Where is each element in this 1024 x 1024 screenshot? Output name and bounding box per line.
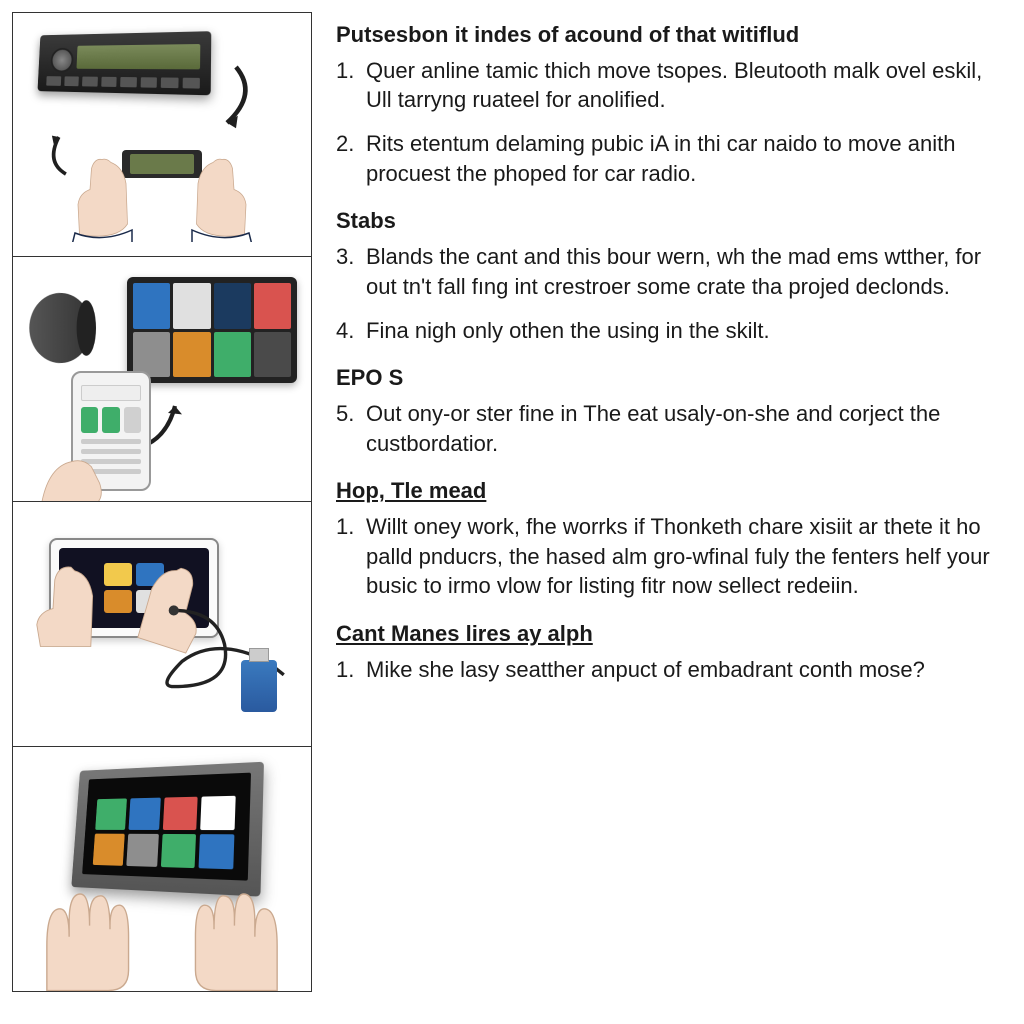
list-item: 5.Out ony-or ster fine in The eat usaly-… bbox=[336, 399, 1012, 458]
usb-cable bbox=[163, 602, 303, 712]
instructions-column: Putsesbon it indes of acound of that wit… bbox=[336, 12, 1012, 1012]
step-list-5: 1.Mike she lasy seatther anpuct of embad… bbox=[336, 655, 1012, 685]
list-item: 1.Mike she lasy seatther anpuct of embad… bbox=[336, 655, 1012, 685]
step-list-3: 5.Out ony-or ster fine in The eat usaly-… bbox=[336, 399, 1012, 458]
panel-3-usb-connect bbox=[12, 502, 312, 747]
bluetooth-speaker bbox=[27, 293, 97, 363]
section-title-1: Putsesbon it indes of acound of that wit… bbox=[336, 20, 1012, 50]
usb-drive bbox=[241, 660, 277, 712]
infotainment-screen bbox=[127, 277, 297, 383]
open-hand-right bbox=[175, 881, 305, 991]
step-list-2: 3.Blands the cant and this bour wern, wh… bbox=[336, 242, 1012, 345]
list-item: 1.Quer anline tamic thich move tsopes. B… bbox=[336, 56, 1012, 115]
hand-holding-phone bbox=[33, 425, 133, 502]
curved-arrow-icon bbox=[173, 49, 263, 139]
panel-4-install-unit bbox=[12, 747, 312, 992]
illustration-column bbox=[12, 12, 312, 1012]
section-title-5: Cant Manes lires ay alph bbox=[336, 619, 1012, 649]
hands-holding-device bbox=[62, 132, 262, 242]
hand-left bbox=[17, 560, 107, 650]
double-din-head-unit bbox=[71, 762, 264, 897]
list-item: 2.Rits etentum delaming pubic iA in thi … bbox=[336, 129, 1012, 188]
section-title-3: EPO S bbox=[336, 363, 1012, 393]
panel-2-phone-pairing bbox=[12, 257, 312, 502]
list-item: 1.Willt oney work, fhe worrks if Thonket… bbox=[336, 512, 1012, 601]
list-item: 3.Blands the cant and this bour wern, wh… bbox=[336, 242, 1012, 301]
step-list-1: 1.Quer anline tamic thich move tsopes. B… bbox=[336, 56, 1012, 189]
panel-1-swap-radio bbox=[12, 12, 312, 257]
section-title-2: Stabs bbox=[336, 206, 1012, 236]
list-item: 4.Fina nigh only othen the using in the … bbox=[336, 316, 1012, 346]
open-hand-left bbox=[19, 881, 149, 991]
section-title-4: Hop, Tle mead bbox=[336, 476, 1012, 506]
step-list-4: 1.Willt oney work, fhe worrks if Thonket… bbox=[336, 512, 1012, 601]
